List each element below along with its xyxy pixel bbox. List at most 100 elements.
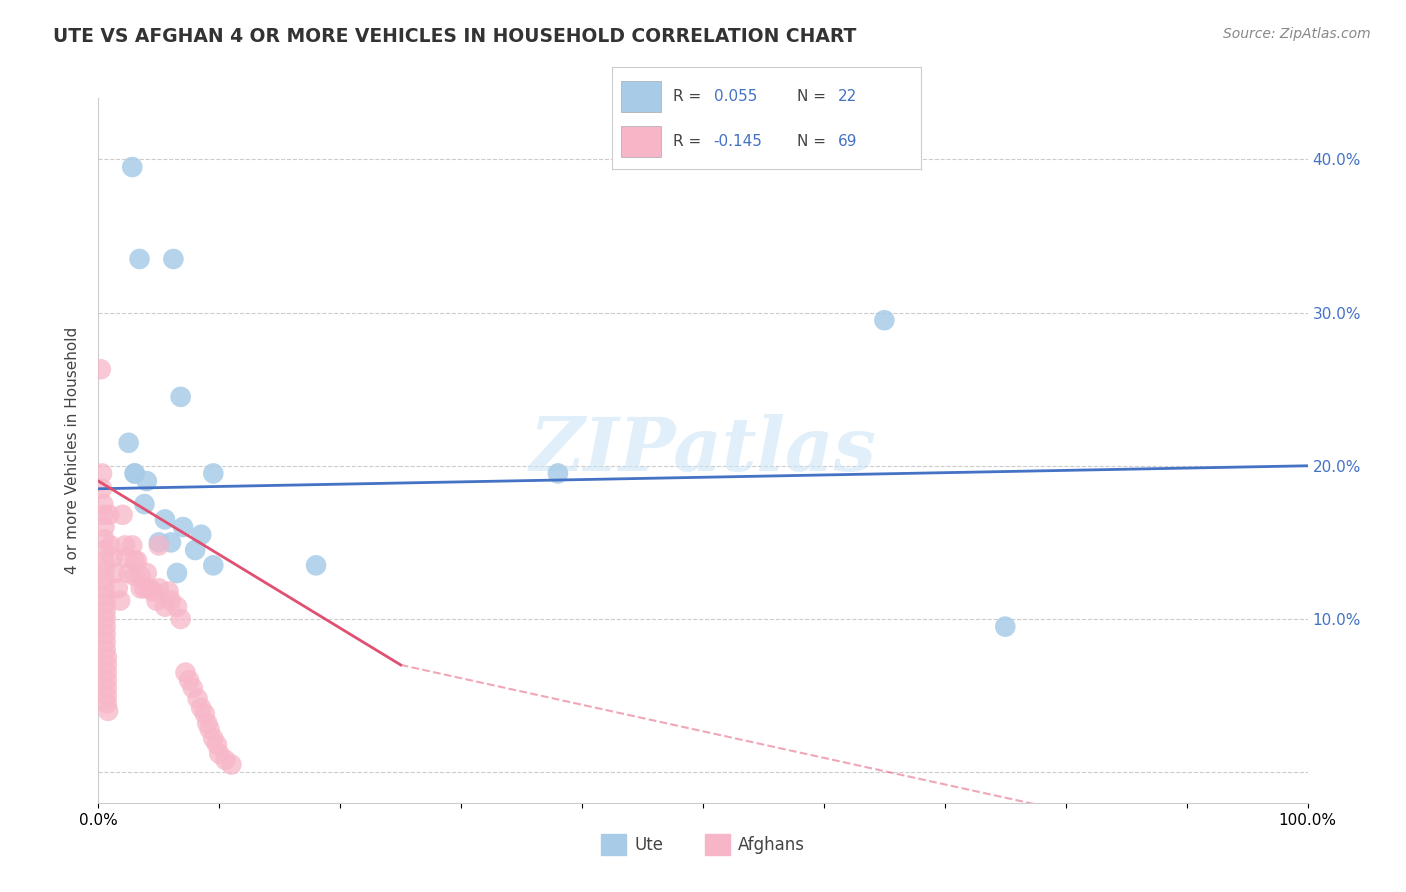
Point xyxy=(93,543,115,558)
Point xyxy=(98,508,121,522)
Point xyxy=(205,738,228,752)
Point xyxy=(107,582,129,596)
Point xyxy=(121,160,143,174)
Y-axis label: 4 or more Vehicles in Household: 4 or more Vehicles in Household xyxy=(65,326,80,574)
Text: R =: R = xyxy=(673,135,707,149)
Point xyxy=(169,612,191,626)
Point xyxy=(94,612,117,626)
Point xyxy=(195,716,218,731)
Point xyxy=(127,554,149,568)
Point xyxy=(190,701,212,715)
Point xyxy=(96,681,118,695)
Point xyxy=(166,566,188,580)
Point xyxy=(179,673,201,688)
Point xyxy=(148,582,170,596)
Point xyxy=(198,723,221,737)
Point xyxy=(145,593,167,607)
Point xyxy=(208,747,231,761)
Point xyxy=(994,619,1017,633)
Point xyxy=(214,753,236,767)
Point xyxy=(129,582,152,596)
Point xyxy=(93,582,115,596)
Text: N =: N = xyxy=(797,89,831,104)
Point xyxy=(97,704,120,718)
Text: 0.055: 0.055 xyxy=(714,89,756,104)
Point xyxy=(96,657,118,672)
Point xyxy=(96,689,118,703)
Point xyxy=(124,467,146,481)
Point xyxy=(96,696,118,710)
FancyBboxPatch shape xyxy=(621,81,661,112)
Text: 69: 69 xyxy=(838,135,856,149)
Point xyxy=(108,593,131,607)
Point xyxy=(94,642,117,657)
Point xyxy=(91,482,114,496)
Point xyxy=(184,543,207,558)
Point xyxy=(124,554,146,568)
Point xyxy=(118,566,141,580)
Point xyxy=(114,538,136,552)
Point xyxy=(128,252,150,266)
Point xyxy=(93,563,115,577)
Point xyxy=(873,313,896,327)
Point xyxy=(160,535,183,549)
Text: UTE VS AFGHAN 4 OR MORE VEHICLES IN HOUSEHOLD CORRELATION CHART: UTE VS AFGHAN 4 OR MORE VEHICLES IN HOUS… xyxy=(53,27,856,45)
Point xyxy=(190,527,212,541)
Point xyxy=(115,550,138,565)
Point xyxy=(124,569,146,583)
Point xyxy=(124,467,146,481)
Point xyxy=(96,665,118,680)
Point xyxy=(305,558,328,573)
Point xyxy=(104,566,127,580)
Legend: Ute, Afghans: Ute, Afghans xyxy=(595,828,811,862)
Text: N =: N = xyxy=(797,135,831,149)
Point xyxy=(96,673,118,688)
Point xyxy=(94,619,117,633)
Point xyxy=(547,467,569,481)
Point xyxy=(121,538,143,552)
Point xyxy=(111,508,134,522)
Point xyxy=(142,584,165,599)
Point xyxy=(93,554,115,568)
Point xyxy=(91,497,114,511)
Point xyxy=(135,474,157,488)
Point xyxy=(134,497,156,511)
Point xyxy=(91,508,114,522)
Point xyxy=(94,635,117,649)
Point xyxy=(93,533,115,547)
Point xyxy=(153,599,176,614)
Point xyxy=(100,538,122,552)
Point xyxy=(148,538,170,552)
Point xyxy=(160,593,183,607)
Point xyxy=(174,665,197,680)
Text: Source: ZipAtlas.com: Source: ZipAtlas.com xyxy=(1223,27,1371,41)
Point xyxy=(96,650,118,665)
Point xyxy=(93,520,115,534)
Point xyxy=(202,558,225,573)
Point xyxy=(162,252,184,266)
Text: ZIPatlas: ZIPatlas xyxy=(530,414,876,487)
Point xyxy=(181,681,204,695)
Point xyxy=(101,550,124,565)
Point xyxy=(153,512,176,526)
Point xyxy=(169,390,191,404)
Point xyxy=(91,467,114,481)
Text: R =: R = xyxy=(673,89,707,104)
Point xyxy=(118,435,141,450)
Point xyxy=(172,520,194,534)
Point xyxy=(134,582,156,596)
Text: -0.145: -0.145 xyxy=(714,135,762,149)
Point xyxy=(135,566,157,580)
Point xyxy=(202,731,225,746)
Point xyxy=(194,706,217,721)
Point xyxy=(138,582,160,596)
Point xyxy=(202,467,225,481)
Point xyxy=(157,584,180,599)
Point xyxy=(94,604,117,618)
Point xyxy=(148,535,170,549)
FancyBboxPatch shape xyxy=(621,127,661,157)
Text: 22: 22 xyxy=(838,89,856,104)
Point xyxy=(93,572,115,586)
Point xyxy=(93,589,115,603)
Point xyxy=(90,362,112,376)
